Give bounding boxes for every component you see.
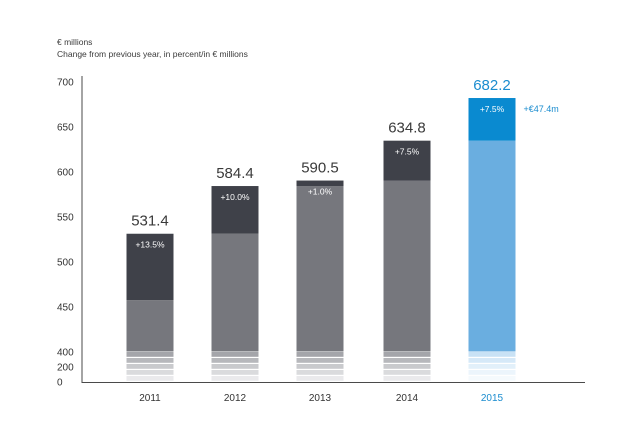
y-tick-label: 450	[57, 303, 74, 314]
bar-break-segment	[468, 358, 516, 363]
bar-break-segment	[211, 358, 259, 363]
bar-change-label: +7.5%	[395, 147, 420, 157]
bar-extra-annotation: +€47.4m	[524, 104, 559, 114]
bar-break-segment	[296, 376, 344, 381]
bar-break-segment	[296, 364, 344, 369]
bar-change-label: +10.0%	[220, 192, 250, 202]
bar-break-segment	[211, 352, 259, 357]
bar-increase-segment	[126, 233, 174, 301]
bar-break-segment	[126, 364, 174, 369]
bar-base-segment	[296, 186, 344, 352]
bar-break-segment	[211, 370, 259, 375]
unit-label: € millions	[57, 37, 93, 47]
y-tick-label: 0	[57, 378, 63, 389]
y-tick-label: 550	[57, 213, 74, 224]
bar-break-segment	[296, 370, 344, 375]
bar-total-label: 531.4	[131, 213, 169, 230]
x-axis: 2011 2012 2013 2014 2015	[82, 382, 585, 404]
bar-break-segment	[383, 364, 431, 369]
bar-break-segment	[211, 364, 259, 369]
bar-base-segment	[383, 180, 431, 352]
y-tick-label: 400	[57, 348, 74, 359]
bar-break-segment	[126, 370, 174, 375]
bar-break-segment	[296, 358, 344, 363]
x-tick-label: 2014	[396, 393, 419, 404]
x-tick-label: 2013	[309, 393, 332, 404]
x-tick-label: 2015	[481, 393, 504, 404]
bar-break-segment	[126, 358, 174, 363]
bars-group	[126, 98, 516, 381]
bar-break-segment	[468, 370, 516, 375]
y-tick-label: 600	[57, 168, 74, 179]
bar-break-segment	[383, 352, 431, 357]
bar-increase-segment	[383, 140, 431, 181]
x-tick-label: 2011	[139, 393, 161, 404]
bar-change-label: +7.5%	[480, 104, 505, 114]
bar-break-segment	[296, 352, 344, 357]
y-axis-labels: 700 650 600 550 500 450 400 200 0	[57, 76, 83, 389]
bar-break-segment	[383, 370, 431, 375]
bar-total-label: 584.4	[216, 165, 254, 182]
bar-break-segment	[468, 364, 516, 369]
x-tick-label: 2012	[224, 393, 247, 404]
bar-break-segment	[468, 376, 516, 381]
bar-increase-segment	[211, 186, 259, 234]
bar-increase-segment	[468, 98, 516, 141]
y-tick-label: 700	[57, 78, 74, 89]
bar-base-segment	[126, 300, 174, 352]
bar-total-label: 590.5	[301, 160, 339, 177]
bar-increase-segment	[296, 180, 344, 187]
bar-total-label: 682.2	[473, 77, 511, 94]
bar-change-label: +1.0%	[308, 187, 333, 197]
y-tick-label: 500	[57, 258, 74, 269]
bar-break-segment	[468, 352, 516, 357]
value-labels: 531.4 +13.5% 584.4 +10.0% 590.5 +1.0% 634.8 +7.…	[131, 77, 559, 250]
bar-break-segment	[126, 376, 174, 381]
bar-base-segment	[468, 140, 516, 352]
bar-change-label: +13.5%	[135, 240, 165, 250]
bar-break-segment	[383, 376, 431, 381]
y-tick-label: 200	[57, 363, 74, 374]
bar-break-segment	[383, 358, 431, 363]
y-tick-label: 650	[57, 123, 74, 134]
chart-subtitle: Change from previous year, in percent/in…	[57, 49, 248, 59]
bar-total-label: 634.8	[388, 120, 426, 137]
bar-base-segment	[211, 233, 259, 352]
bar-break-segment	[211, 376, 259, 381]
bar-break-segment	[126, 352, 174, 357]
